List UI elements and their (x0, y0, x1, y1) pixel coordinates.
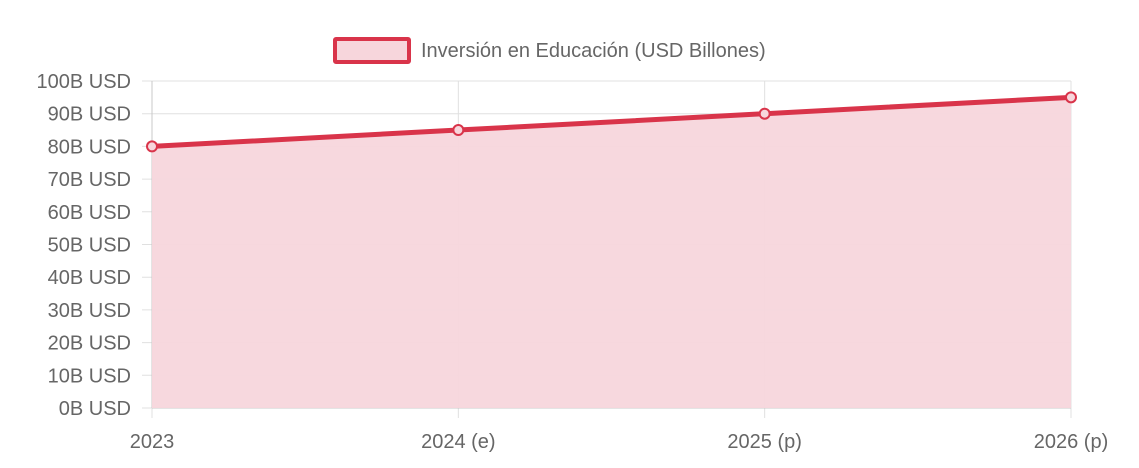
x-tick-label: 2025 (p) (727, 431, 802, 453)
legend-label[interactable]: Inversión en Educación (USD Billones) (421, 40, 766, 62)
y-tick-label: 20B USD (48, 333, 131, 355)
data-point[interactable] (1065, 91, 1077, 104)
y-tick-label: 80B USD (48, 136, 131, 158)
series-area-fill (152, 97, 1071, 408)
y-tick-label: 30B USD (48, 300, 131, 322)
legend-swatch[interactable] (333, 37, 411, 64)
x-tick-label: 2023 (130, 431, 175, 453)
x-axis-labels: 2023 2024 (e) 2025 (p) 2026 (p) (130, 431, 1109, 453)
legend[interactable]: Inversión en Educación (USD Billones) (333, 37, 766, 64)
data-points-layer (146, 91, 1077, 153)
series-line-layer (149, 94, 1074, 149)
y-tick-label: 90B USD (48, 104, 131, 126)
x-tick-label: 2024 (e) (421, 431, 496, 453)
y-tick-label: 70B USD (48, 169, 131, 191)
y-tick-label: 100B USD (37, 71, 132, 93)
area-fill-layer (152, 97, 1071, 408)
y-tick-label: 10B USD (48, 365, 131, 387)
data-point[interactable] (146, 140, 158, 153)
y-tick-label: 0B USD (59, 398, 131, 420)
x-tick-label: 2026 (p) (1034, 431, 1109, 453)
data-point[interactable] (452, 124, 465, 137)
y-tick-label: 40B USD (48, 267, 131, 289)
y-tick-label: 50B USD (48, 235, 131, 257)
series-line (149, 94, 1074, 149)
y-tick-label: 60B USD (48, 202, 131, 224)
data-point[interactable] (758, 107, 771, 120)
y-axis-labels: 0B USD 10B USD 20B USD 30B USD 40B USD 50B US… (37, 71, 132, 420)
